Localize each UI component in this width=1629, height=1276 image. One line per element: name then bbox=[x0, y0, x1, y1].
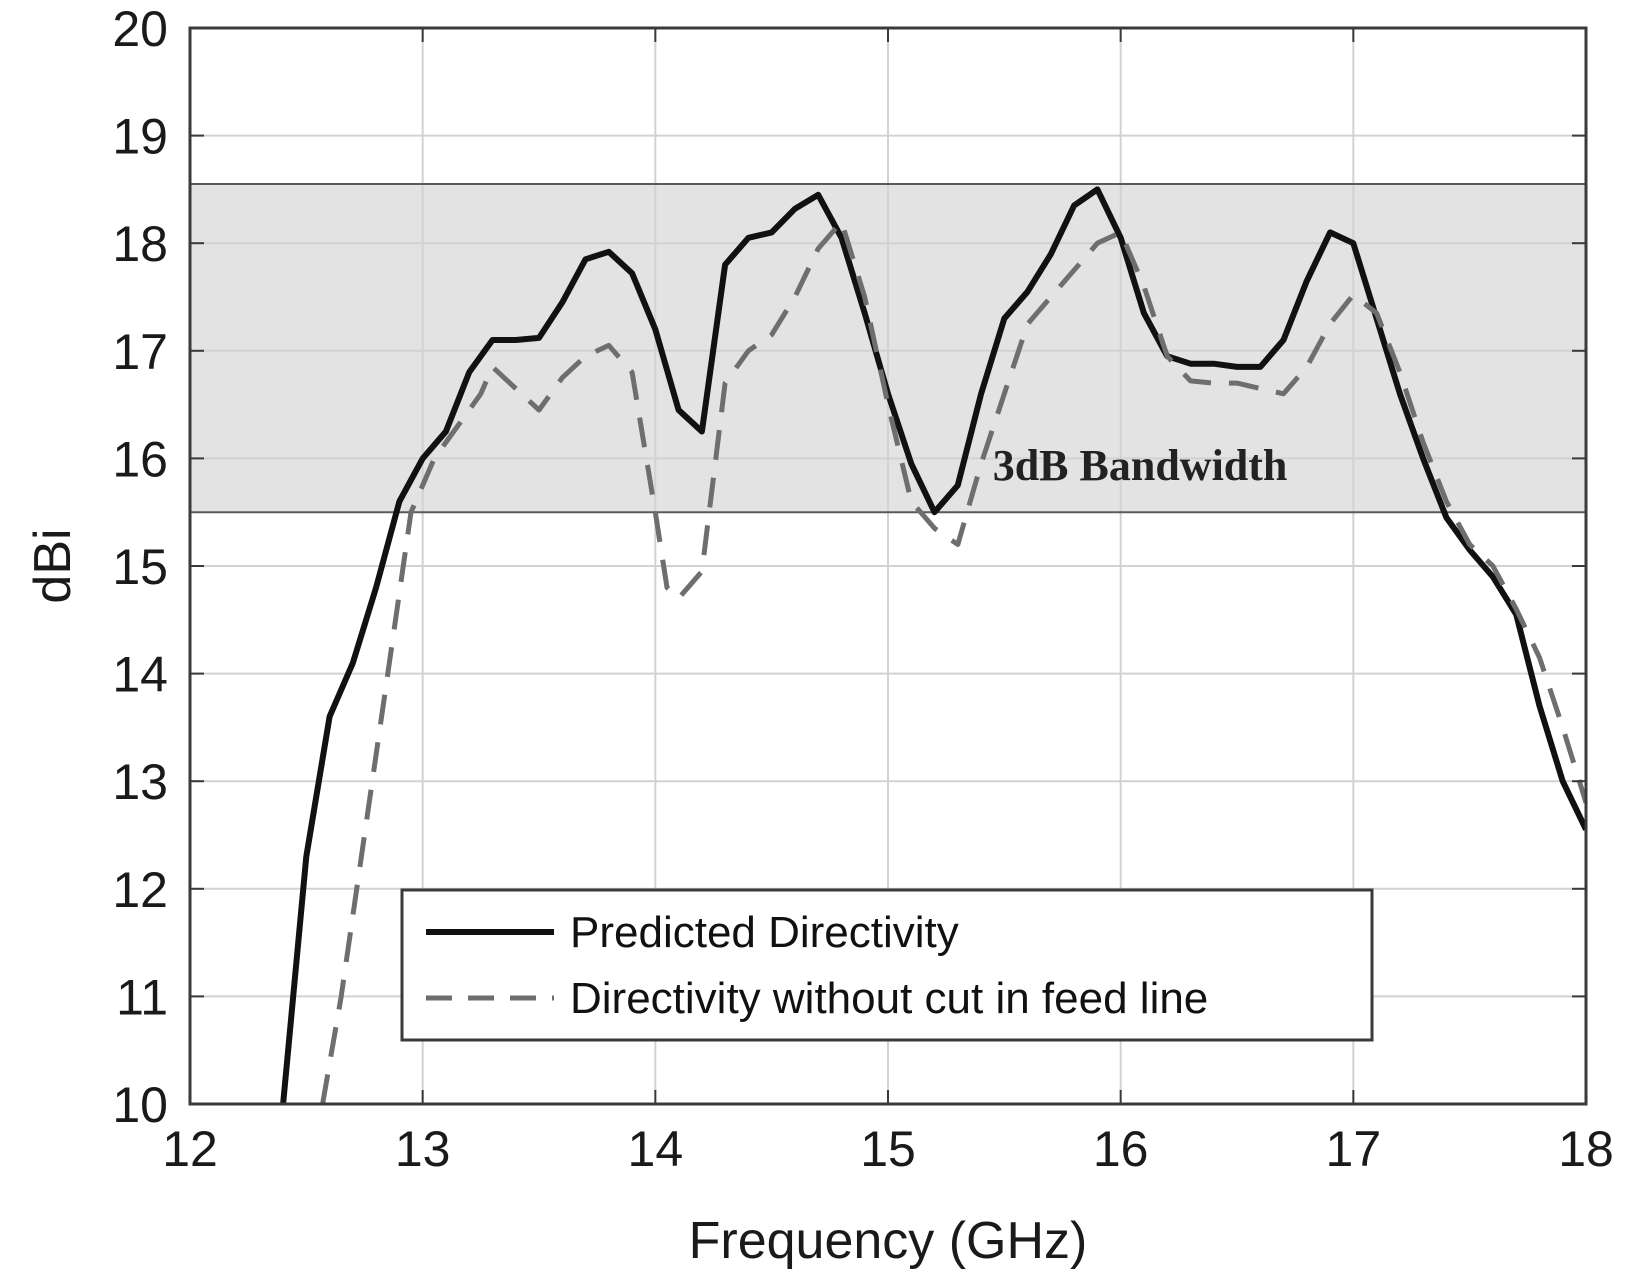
y-tick-label: 19 bbox=[112, 109, 168, 165]
y-tick-label: 15 bbox=[112, 539, 168, 595]
series-group bbox=[280, 186, 1586, 1104]
legend-box bbox=[400, 888, 1374, 1042]
band-label: 3dB Bandwidth bbox=[993, 441, 1288, 490]
x-tick-label: 16 bbox=[1093, 1121, 1149, 1177]
x-axis-label: Frequency (GHz) bbox=[689, 1212, 1088, 1270]
y-tick-label: 20 bbox=[112, 1, 168, 57]
x-tick-label: 13 bbox=[395, 1121, 451, 1177]
legend-entry-label: Directivity without cut in feed line bbox=[570, 974, 1208, 1023]
legend-entry-label: Predicted Directivity bbox=[570, 908, 959, 957]
y-tick-label: 10 bbox=[112, 1077, 168, 1133]
x-tick-label: 17 bbox=[1326, 1121, 1382, 1177]
y-tick-label: 14 bbox=[112, 647, 168, 703]
y-tick-label: 17 bbox=[112, 324, 168, 380]
y-tick-label: 16 bbox=[112, 431, 168, 487]
x-tick-label: 14 bbox=[628, 1121, 684, 1177]
series-line-predicted-directivity bbox=[280, 186, 1586, 1104]
x-tick-label: 18 bbox=[1558, 1121, 1614, 1177]
series-line-directivity-without-cut bbox=[320, 219, 1586, 1104]
y-axis-label: dBi bbox=[24, 528, 82, 603]
y-tick-label: 11 bbox=[116, 969, 168, 1025]
x-tick-label: 12 bbox=[162, 1121, 218, 1177]
legend: Predicted Directivity Directivity without… bbox=[400, 888, 1374, 1042]
y-tick-label: 13 bbox=[112, 754, 168, 810]
x-tick-label: 15 bbox=[860, 1121, 916, 1177]
y-tick-label: 18 bbox=[112, 216, 168, 272]
y-tick-label: 12 bbox=[112, 862, 168, 918]
